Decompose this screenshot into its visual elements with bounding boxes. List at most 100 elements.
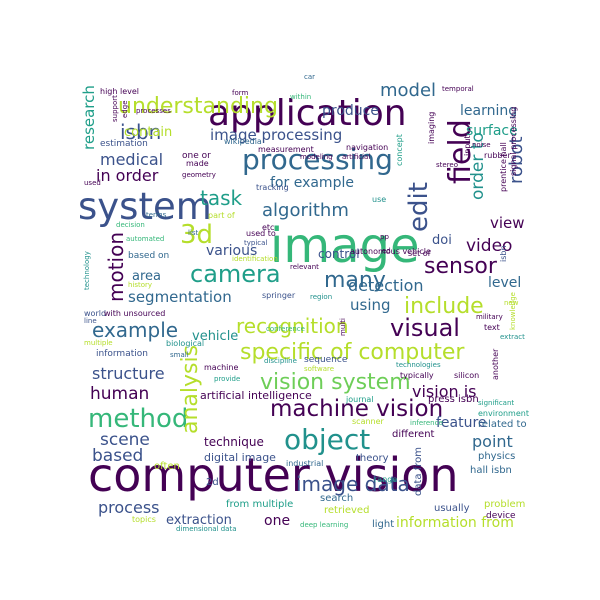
word-one: one — [264, 513, 291, 529]
word-concept: concept — [395, 134, 404, 166]
word-identification: identification — [232, 255, 278, 263]
word-discipline: discipline — [264, 357, 297, 365]
word-retrieved: retrieved — [324, 505, 370, 516]
word-biological: biological — [166, 339, 205, 348]
word-processes: processes — [136, 107, 171, 115]
word-produce: produce — [322, 103, 379, 119]
word-geometry: geometry — [182, 171, 216, 179]
word-knowledge: knowledge — [509, 292, 517, 330]
word-2d: 2d — [206, 477, 219, 488]
word-sensor: sensor — [424, 254, 497, 279]
word-area: area — [132, 269, 161, 284]
word-from-multiple: from multiple — [226, 499, 294, 510]
word-pp: pp — [380, 233, 389, 241]
word-support: support — [111, 95, 119, 122]
word-another: another — [491, 348, 500, 380]
word-industrial: industrial — [286, 459, 324, 468]
word-made: made — [186, 159, 209, 168]
word-control: control — [318, 247, 360, 261]
word-various: various — [206, 243, 258, 259]
word-specific-of-computer: specific of computer — [240, 340, 465, 365]
word-understanding: understanding — [118, 94, 278, 119]
word-artificial: artificial — [342, 153, 371, 161]
word-stereo: stereo — [436, 161, 459, 169]
word-with-unsourced: with unsourced — [104, 309, 166, 318]
word-one-or: one or — [182, 151, 211, 161]
word-for-example: for example — [270, 175, 354, 191]
word-provide: provide — [214, 375, 241, 383]
word-part-of: part of — [208, 211, 235, 220]
word-contain: contain — [124, 125, 173, 140]
word-journal: journal — [346, 395, 374, 404]
word-device: device — [486, 511, 516, 521]
word-autonomous-vehicle: autonomous vehicle — [350, 247, 431, 256]
word-prentice-hall: prentice hall — [499, 142, 508, 192]
word-rubber: rubber — [484, 151, 511, 160]
word-motion: motion — [104, 231, 128, 302]
word-machine-vision: machine vision — [270, 396, 444, 422]
word-computer-vision: computer vision — [88, 448, 459, 502]
word-light: light — [372, 519, 395, 530]
word-include: include — [404, 294, 484, 319]
word-military: military — [476, 313, 503, 321]
word-application: application — [208, 93, 407, 134]
word-often: often — [154, 461, 180, 472]
word-surface: surface — [466, 123, 518, 139]
word-estimation: estimation — [100, 139, 148, 149]
word-theory: theory — [356, 453, 389, 464]
word-learning: learning — [460, 103, 518, 119]
word-data-from: data from — [413, 447, 424, 496]
word-within: within — [290, 93, 312, 101]
word-measurement: measurement — [258, 145, 314, 154]
word-extraction: extraction — [166, 513, 232, 528]
word-3d: 3d — [180, 220, 214, 250]
word-use: use — [372, 195, 387, 204]
word-set-of: set of — [408, 249, 431, 258]
word-car: car — [304, 73, 316, 81]
word-environment: environment — [478, 409, 529, 418]
word-feature: feature — [436, 415, 487, 431]
word-scanner: scanner — [352, 417, 384, 426]
word-wikipedia: wikipedia — [224, 137, 262, 146]
word-artificial-intelligence: artificial intelligence — [200, 389, 312, 402]
word-based: based — [92, 446, 144, 466]
word-line: line — [84, 317, 97, 325]
word-isbn-small: isbn — [499, 245, 508, 262]
word-example: example — [92, 318, 179, 342]
word-based-on: based on — [128, 251, 170, 261]
word-tracking: tracking — [256, 183, 289, 192]
word-modeling: modeling — [300, 153, 333, 161]
word-range: range — [374, 475, 398, 484]
word-dimensional-data: dimensional data — [176, 525, 237, 533]
word-world: world — [84, 309, 107, 318]
word-relevant: relevant — [290, 263, 319, 271]
word-high-level: high level — [100, 87, 140, 96]
word-research: research — [80, 85, 98, 150]
word-history: history — [128, 281, 153, 289]
word-technique: technique — [204, 435, 264, 449]
word-scene: scene — [100, 430, 150, 450]
word-problem: problem — [484, 499, 526, 510]
word-typical: typical — [244, 239, 268, 247]
word-search: search — [320, 493, 354, 504]
word-typically: typically — [400, 371, 434, 380]
word-automated: automated — [126, 235, 165, 243]
word-structure: structure — [92, 364, 165, 383]
word-detection: detection — [348, 276, 424, 295]
word-usually: usually — [434, 503, 470, 514]
word-view: view — [490, 214, 525, 232]
word-camera: camera — [190, 260, 281, 288]
word-etc: etc — [262, 223, 275, 232]
word-software: software — [304, 365, 335, 373]
word-system: system — [78, 185, 212, 228]
word-method: method — [88, 404, 189, 434]
word-springer: springer — [262, 291, 296, 300]
word-related-to: related to — [478, 419, 527, 430]
word-algorithm: algorithm — [262, 200, 349, 221]
word-segmentation: segmentation — [128, 288, 232, 306]
word-vision-is: vision is — [412, 382, 477, 401]
word-level: level — [488, 275, 522, 291]
word-digital-image: digital image — [204, 451, 276, 464]
word-inference: inference — [410, 419, 443, 427]
